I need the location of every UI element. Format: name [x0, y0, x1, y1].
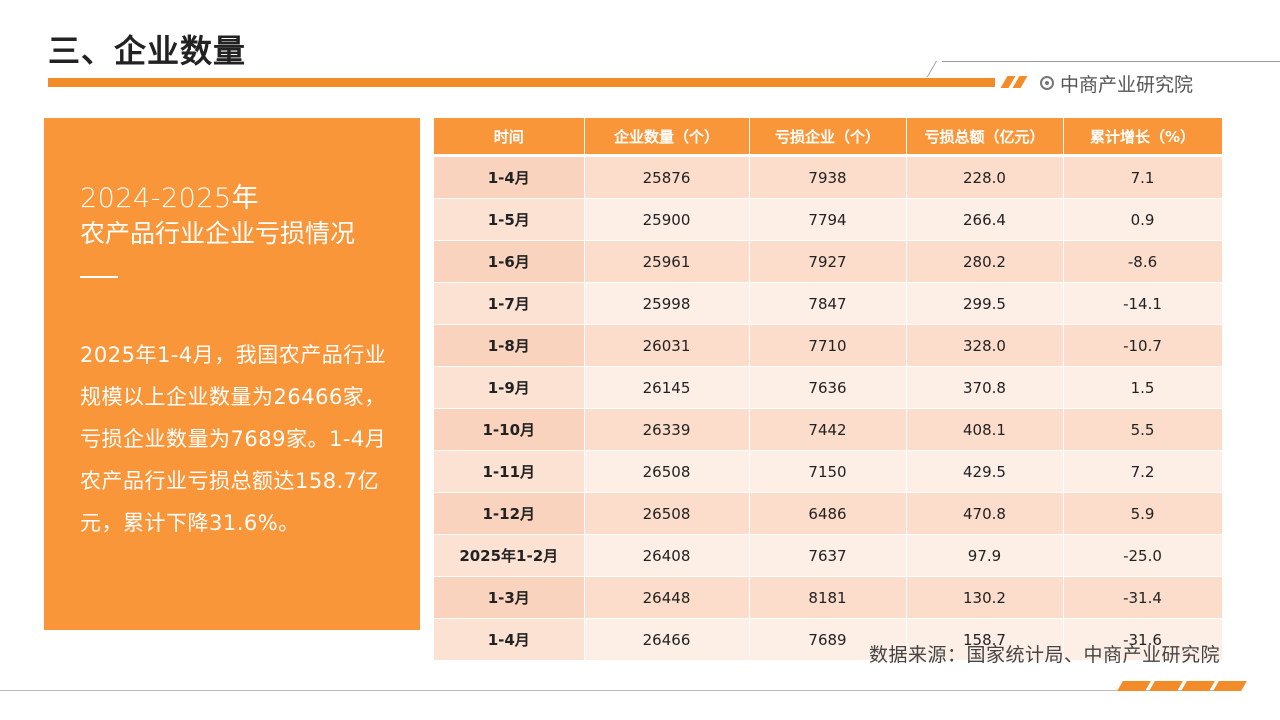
- target-icon: [1040, 76, 1054, 90]
- table-cell: 408.1: [906, 408, 1064, 451]
- brand-name: 中商产业研究院: [1060, 73, 1194, 96]
- footer-stripes-decoration: [1112, 681, 1247, 693]
- table-row: 1-10月 26339 7442 408.1 5.5: [434, 408, 1223, 451]
- row-period-cell: 2025年1-2月: [434, 534, 585, 577]
- table-cell: 26466: [584, 618, 750, 661]
- table-cell: 26145: [584, 366, 750, 409]
- page-title: 三、企业数量: [48, 32, 247, 70]
- row-period-cell: 1-6月: [434, 240, 585, 283]
- column-header: 亏损总额（亿元）: [906, 118, 1064, 157]
- panel-divider: [80, 276, 118, 278]
- table-cell: 26339: [584, 408, 750, 451]
- column-header: 企业数量（个）: [584, 118, 750, 157]
- row-period-cell: 1-8月: [434, 324, 585, 367]
- panel-body-text: 2025年1-4月，我国农产品行业规模以上企业数量为26466家，亏损企业数量为…: [80, 343, 387, 535]
- table-cell: -14.1: [1063, 282, 1223, 325]
- row-period-cell: 1-12月: [434, 492, 585, 535]
- table-row: 1-6月 25961 7927 280.2 -8.6: [434, 240, 1223, 283]
- data-source-note: 数据来源：国家统计局、中商产业研究院: [868, 644, 1220, 666]
- table-cell: 25961: [584, 240, 750, 283]
- row-period-cell: 1-4月: [434, 618, 585, 661]
- data-table-container: 时间 企业数量（个） 亏损企业（个） 亏损总额（亿元） 累计增长（%） 1-4月…: [434, 118, 1223, 661]
- table-cell: 7.1: [1063, 155, 1223, 199]
- table-cell: 266.4: [906, 198, 1064, 241]
- table-cell: 97.9: [906, 534, 1064, 577]
- table-row: 1-12月 26508 6486 470.8 5.9: [434, 492, 1223, 535]
- table-cell: 429.5: [906, 450, 1064, 493]
- table-cell: 228.0: [906, 155, 1064, 199]
- table-cell: 7636: [749, 366, 907, 409]
- table-row: 1-8月 26031 7710 328.0 -10.7: [434, 324, 1223, 367]
- table-row: 1-4月 25876 7938 228.0 7.1: [434, 155, 1223, 199]
- table-header-row: 时间 企业数量（个） 亏损企业（个） 亏损总额（亿元） 累计增长（%）: [434, 118, 1223, 157]
- table-cell: 158.7: [906, 618, 1064, 661]
- table-cell: 7938: [749, 155, 907, 199]
- table-row: 2025年1-2月 26408 7637 97.9 -25.0: [434, 534, 1223, 577]
- table-cell: 0.9: [1063, 198, 1223, 241]
- table-row: 1-5月 25900 7794 266.4 0.9: [434, 198, 1223, 241]
- table-cell: 8181: [749, 576, 907, 619]
- row-period-cell: 1-7月: [434, 282, 585, 325]
- table-cell: 26448: [584, 576, 750, 619]
- table-cell: 7150: [749, 450, 907, 493]
- table-cell: 26508: [584, 492, 750, 535]
- table-row: 1-11月 26508 7150 429.5 7.2: [434, 450, 1223, 493]
- table-cell: 370.8: [906, 366, 1064, 409]
- row-period-cell: 1-5月: [434, 198, 585, 241]
- row-period-cell: 1-9月: [434, 366, 585, 409]
- column-header: 亏损企业（个）: [749, 118, 907, 157]
- table-cell: 1.5: [1063, 366, 1223, 409]
- table-cell: 7442: [749, 408, 907, 451]
- table-cell: 25900: [584, 198, 750, 241]
- table-cell: 299.5: [906, 282, 1064, 325]
- row-period-cell: 1-4月: [434, 155, 585, 199]
- column-header: 时间: [434, 118, 585, 157]
- table-cell: 328.0: [906, 324, 1064, 367]
- table-cell: -31.6: [1063, 618, 1223, 661]
- table-cell: -8.6: [1063, 240, 1223, 283]
- footer-line: [0, 690, 1240, 691]
- table-cell: -31.4: [1063, 576, 1223, 619]
- table-cell: 5.9: [1063, 492, 1223, 535]
- summary-panel: 2024-2025年 农产品行业企业亏损情况 2025年1-4月，我国农产品行业…: [44, 118, 420, 630]
- table-cell: 470.8: [906, 492, 1064, 535]
- row-period-cell: 1-10月: [434, 408, 585, 451]
- table-cell: 7689: [749, 618, 907, 661]
- table-cell: 25998: [584, 282, 750, 325]
- table-cell: 7.2: [1063, 450, 1223, 493]
- panel-subtitle: 农产品行业企业亏损情况: [80, 219, 356, 248]
- table-cell: 280.2: [906, 240, 1064, 283]
- table-cell: 7927: [749, 240, 907, 283]
- table-cell: 7794: [749, 198, 907, 241]
- table-cell: 130.2: [906, 576, 1064, 619]
- table-cell: 7710: [749, 324, 907, 367]
- table-cell: 7637: [749, 534, 907, 577]
- table-row: 1-4月 26466 7689 158.7 -31.6: [434, 618, 1223, 661]
- row-period-cell: 1-3月: [434, 576, 585, 619]
- column-header: 累计增长（%）: [1063, 118, 1223, 157]
- title-underline-bar: [48, 78, 995, 87]
- table-cell: 7847: [749, 282, 907, 325]
- table-cell: 26508: [584, 450, 750, 493]
- header-stripes-decoration: [1000, 76, 1030, 88]
- table-cell: -25.0: [1063, 534, 1223, 577]
- table-row: 1-3月 26448 8181 130.2 -31.4: [434, 576, 1223, 619]
- data-table: 时间 企业数量（个） 亏损企业（个） 亏损总额（亿元） 累计增长（%） 1-4月…: [434, 118, 1223, 661]
- panel-year: 2024-2025年: [80, 183, 260, 214]
- header-divider-line: [942, 61, 1280, 62]
- table-row: 1-7月 25998 7847 299.5 -14.1: [434, 282, 1223, 325]
- table-cell: -10.7: [1063, 324, 1223, 367]
- table-row: 1-9月 26145 7636 370.8 1.5: [434, 366, 1223, 409]
- brand-logo: 中商产业研究院: [1040, 70, 1193, 96]
- table-cell: 6486: [749, 492, 907, 535]
- table-body: 1-4月 25876 7938 228.0 7.1 1-5月 25900 7794 266.4 0…: [434, 155, 1223, 661]
- table-cell: 25876: [584, 155, 750, 199]
- table-cell: 26408: [584, 534, 750, 577]
- table-cell: 26031: [584, 324, 750, 367]
- table-cell: 5.5: [1063, 408, 1223, 451]
- row-period-cell: 1-11月: [434, 450, 585, 493]
